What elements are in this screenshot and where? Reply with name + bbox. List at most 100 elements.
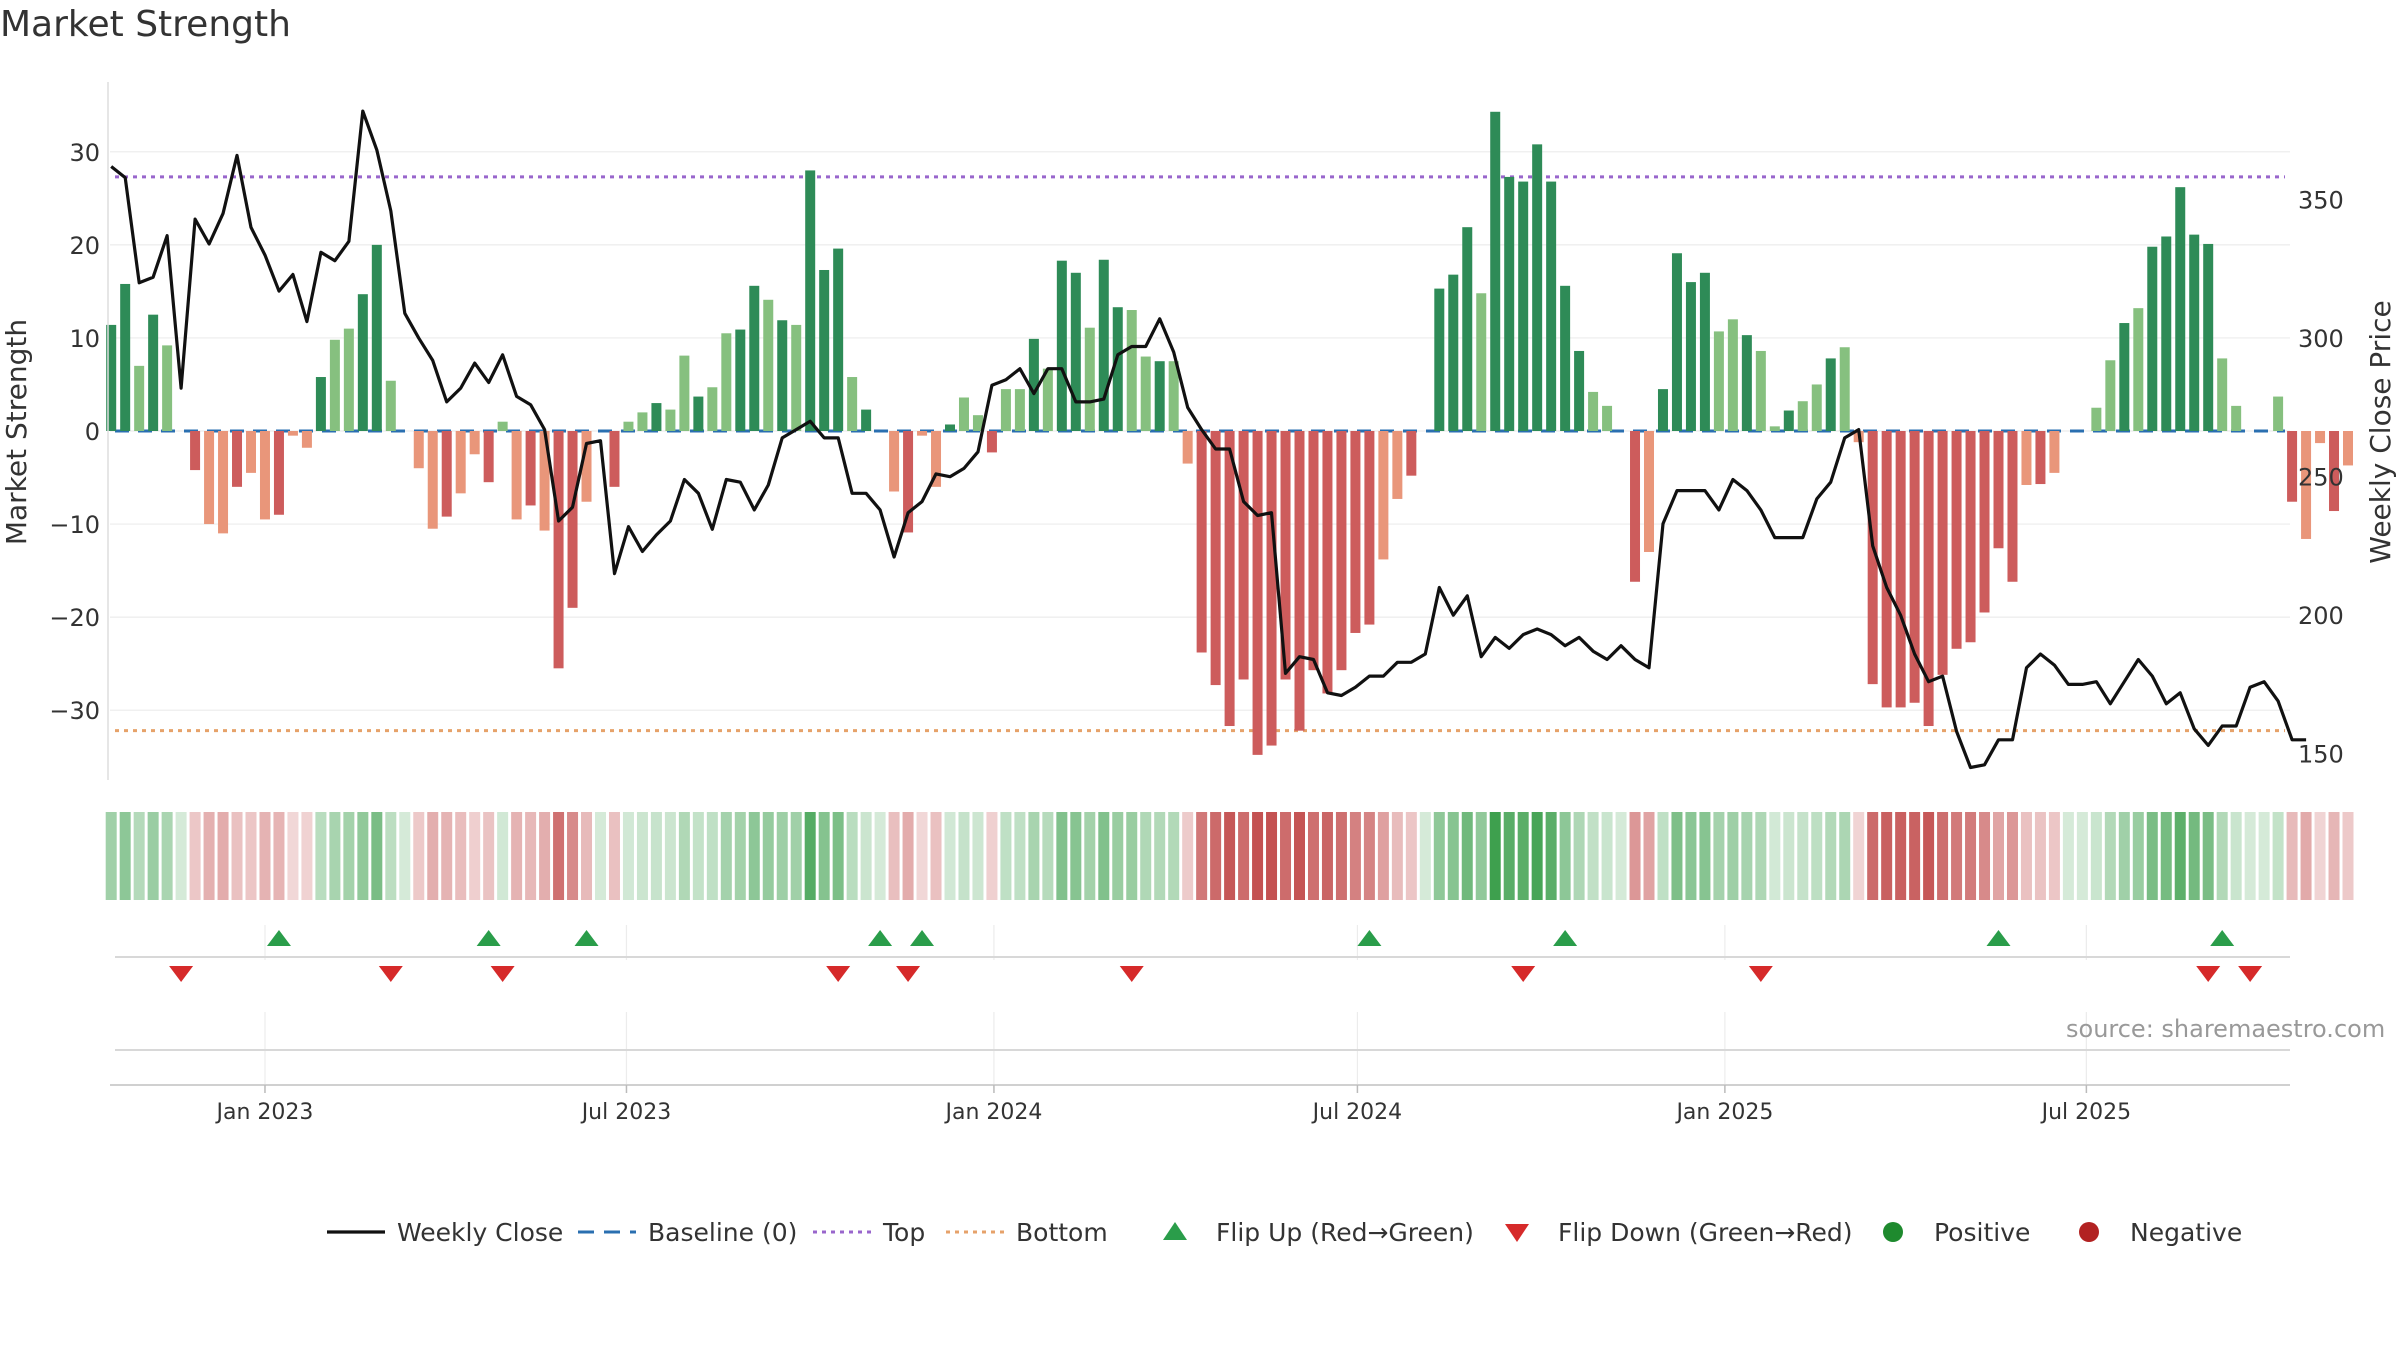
heat-cell (1615, 812, 1627, 900)
strength-bar (232, 431, 243, 487)
flip-up-marker (1357, 930, 1382, 946)
strength-bar (805, 170, 816, 431)
strength-bar (1392, 431, 1403, 499)
strength-bars (106, 111, 2353, 755)
strength-bar (1266, 431, 1277, 746)
heat-cell (1349, 812, 1361, 900)
flip-up-marker (910, 930, 935, 946)
y-left-tick-label: 10 (69, 325, 100, 353)
flip-up-marker (266, 930, 291, 946)
strength-bar (1741, 335, 1752, 431)
heat-cell (1126, 812, 1138, 900)
strength-bar (637, 412, 648, 431)
strength-bar (1224, 431, 1235, 727)
strength-bar (735, 329, 746, 431)
flip-up-marker (1986, 930, 2011, 946)
strength-bar (1308, 431, 1319, 671)
strength-bar (455, 431, 466, 494)
legend-label: Bottom (1016, 1218, 1108, 1247)
heat-cell (413, 812, 425, 900)
strength-bar (2133, 308, 2144, 431)
heat-cell (189, 812, 201, 900)
strength-bar (162, 345, 173, 431)
heat-cell (1210, 812, 1222, 900)
strength-bar (273, 431, 284, 515)
y-left-tick-label: −30 (49, 697, 100, 725)
strength-bar (986, 431, 997, 453)
heat-cell (399, 812, 411, 900)
legend: Weekly Close Baseline (0) Top Bottom Flip Up… (327, 1218, 2242, 1247)
strength-bar (1825, 358, 1836, 431)
strength-bar (469, 431, 480, 455)
heat-cell (511, 812, 523, 900)
heat-cell (1405, 812, 1417, 900)
heat-cell (357, 812, 369, 900)
y-left-tick-label: −20 (49, 604, 100, 632)
strength-bar (2049, 431, 2060, 473)
heat-cell (1294, 812, 1305, 900)
strength-bar (1783, 410, 1794, 431)
heat-cell (1895, 812, 1907, 900)
heat-cell (1881, 812, 1893, 900)
strength-bar (1350, 431, 1361, 633)
strength-bar (1294, 431, 1305, 731)
heat-cell (2160, 812, 2172, 900)
heat-cell (119, 812, 131, 900)
strength-bar (1462, 227, 1473, 431)
strength-bar (1448, 274, 1459, 431)
heat-cell (343, 812, 355, 900)
heat-cell (483, 812, 495, 900)
strength-bar (1518, 181, 1529, 431)
strength-bar (2105, 360, 2116, 431)
y-right-tick-label: 250 (2298, 464, 2344, 492)
heat-cell (385, 812, 397, 900)
strength-bar (1476, 293, 1487, 431)
strength-bar (581, 431, 592, 502)
strength-bar (1140, 356, 1151, 431)
strength-bar (246, 431, 256, 473)
strength-bar (1378, 431, 1389, 560)
heat-cell (1391, 812, 1403, 900)
heat-cell (1965, 812, 1977, 900)
strength-bar (1755, 350, 1766, 431)
heat-cell (888, 812, 900, 900)
strength-bar (1070, 272, 1081, 431)
heat-cell (469, 812, 481, 900)
y-left-axis-title: Market Strength (0, 319, 33, 545)
heat-cell (231, 812, 243, 900)
heat-cell (1098, 812, 1110, 900)
strength-bar (609, 431, 620, 487)
y-right-tick-label: 300 (2298, 325, 2344, 353)
flip-down-marker (378, 966, 403, 982)
heat-cell (329, 812, 341, 900)
heat-cell (2258, 812, 2270, 900)
heat-cell (2034, 812, 2046, 900)
heat-cell (1993, 812, 2004, 900)
strength-bar (218, 431, 229, 534)
strength-bar (1811, 384, 1822, 431)
strength-bar (903, 431, 914, 533)
strength-bar (721, 333, 732, 431)
strength-bar (1965, 431, 1976, 643)
strength-bar (1895, 431, 1906, 708)
strength-bar (2189, 234, 2200, 431)
flip-down-marker (826, 966, 851, 982)
strength-bar (2203, 243, 2214, 431)
heat-cell (1699, 812, 1711, 900)
heat-cell (1685, 812, 1697, 900)
heat-cell (972, 812, 984, 900)
x-tick-label: Jan 2025 (1674, 1100, 1773, 1125)
x-tick-label: Jan 2024 (943, 1100, 1042, 1125)
strength-bar (931, 431, 942, 487)
strength-bar (1336, 431, 1347, 671)
heat-cell (1140, 812, 1152, 900)
heat-cell (2006, 812, 2018, 900)
heat-cell (441, 812, 453, 900)
legend-label: Positive (1934, 1218, 2030, 1247)
strength-bar (2217, 358, 2228, 431)
flip-up-marker (2210, 930, 2235, 946)
strength-bar (1993, 431, 2004, 549)
strength-bar (1322, 431, 1333, 694)
heat-cell (622, 812, 634, 900)
heat-cell (1923, 812, 1935, 900)
